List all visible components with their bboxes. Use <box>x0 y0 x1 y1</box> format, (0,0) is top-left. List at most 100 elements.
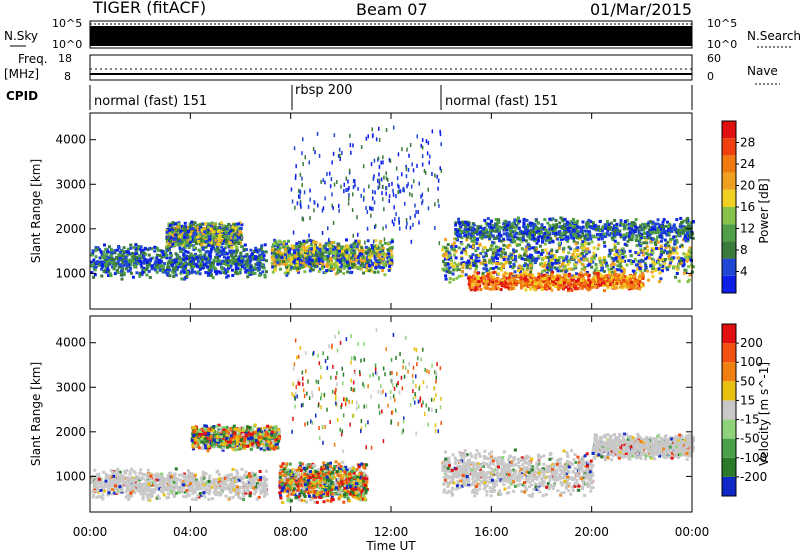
power-cell <box>193 221 197 225</box>
power-cell <box>506 258 510 262</box>
power-cell <box>503 271 507 275</box>
power-cell <box>634 282 638 286</box>
power-cell <box>594 278 598 282</box>
power-cell <box>480 276 484 280</box>
power-cell <box>106 250 110 254</box>
power-cell <box>478 232 482 236</box>
power-cell <box>206 228 210 232</box>
power-cell <box>117 253 121 257</box>
power-cell <box>293 261 297 264</box>
power-cell <box>300 261 303 264</box>
power-cell <box>558 241 561 245</box>
power-cell <box>172 234 176 238</box>
power-cell <box>615 268 619 272</box>
power-cell <box>628 278 632 282</box>
power-cell <box>378 253 382 257</box>
power-cell <box>659 258 663 262</box>
power-cell <box>583 284 587 288</box>
power-cell <box>467 276 471 280</box>
power-cell <box>502 282 506 286</box>
power-cell <box>180 277 184 281</box>
power-cell <box>569 220 573 224</box>
power-cell <box>188 243 192 247</box>
power-cell <box>348 266 352 270</box>
power-cell <box>239 255 243 258</box>
power-cell <box>383 254 387 258</box>
power-cell <box>299 254 303 258</box>
power-cell <box>670 259 674 263</box>
power-cell <box>273 247 276 251</box>
power-cell <box>354 239 358 243</box>
power-cell <box>562 246 566 250</box>
power-cell <box>367 269 371 273</box>
power-cell <box>330 261 334 265</box>
power-cell <box>386 260 390 264</box>
power-cell <box>524 281 528 285</box>
power-cell <box>279 267 282 271</box>
power-cell <box>550 251 554 255</box>
power-cell <box>224 251 228 255</box>
power-cell <box>272 242 276 246</box>
power-cell <box>284 263 288 267</box>
power-cell <box>166 245 170 249</box>
power-cell <box>308 265 312 269</box>
power-cell <box>368 248 372 252</box>
power-cell <box>591 280 595 284</box>
power-cell <box>493 229 497 233</box>
power-cell <box>189 260 193 263</box>
power-cell <box>444 238 448 242</box>
power-cell <box>659 244 663 248</box>
power-cell <box>331 254 335 258</box>
power-cell <box>334 260 338 264</box>
power-cell <box>585 250 589 254</box>
power-cell <box>522 271 526 275</box>
power-cell <box>517 264 521 268</box>
power-cell <box>470 279 474 283</box>
power-cell <box>604 274 608 278</box>
power-cell <box>502 222 506 226</box>
power-cell <box>211 243 215 247</box>
power-cell <box>349 245 353 248</box>
power-cell <box>537 285 541 289</box>
power-cell <box>299 251 303 255</box>
power-cell <box>539 277 543 281</box>
power-cell <box>656 218 660 222</box>
power-cell <box>448 252 452 256</box>
power-cell <box>369 251 373 255</box>
power-cell <box>643 236 647 240</box>
power-cell <box>561 283 565 287</box>
power-cell <box>590 265 594 269</box>
power-cell <box>556 237 560 241</box>
power-cell <box>218 271 222 275</box>
power-cell <box>451 272 455 276</box>
power-cell <box>537 276 541 280</box>
power-cell <box>252 250 256 253</box>
power-cell <box>549 276 553 280</box>
power-cell <box>575 253 579 257</box>
power-cell <box>582 245 586 249</box>
power-cell <box>522 282 526 286</box>
power-cell <box>518 243 522 247</box>
power-cell <box>551 277 555 281</box>
power-cell <box>192 264 195 268</box>
power-cell <box>634 285 638 289</box>
power-cell <box>341 249 345 253</box>
power-cell <box>384 260 388 264</box>
power-cell <box>214 222 218 226</box>
power-cell <box>553 266 557 270</box>
power-cell <box>538 272 542 276</box>
power-cell <box>606 282 610 286</box>
power-cell <box>129 263 133 267</box>
power-cell <box>377 265 381 268</box>
power-cell <box>387 242 391 245</box>
power-cell <box>461 266 465 270</box>
power-cell <box>475 265 479 269</box>
power-cell <box>198 228 202 232</box>
power-cell <box>374 239 378 243</box>
power-cell <box>171 221 175 225</box>
power-cell <box>667 244 671 248</box>
power-cell <box>644 238 648 241</box>
power-cell <box>129 271 133 275</box>
power-cell <box>471 245 475 249</box>
